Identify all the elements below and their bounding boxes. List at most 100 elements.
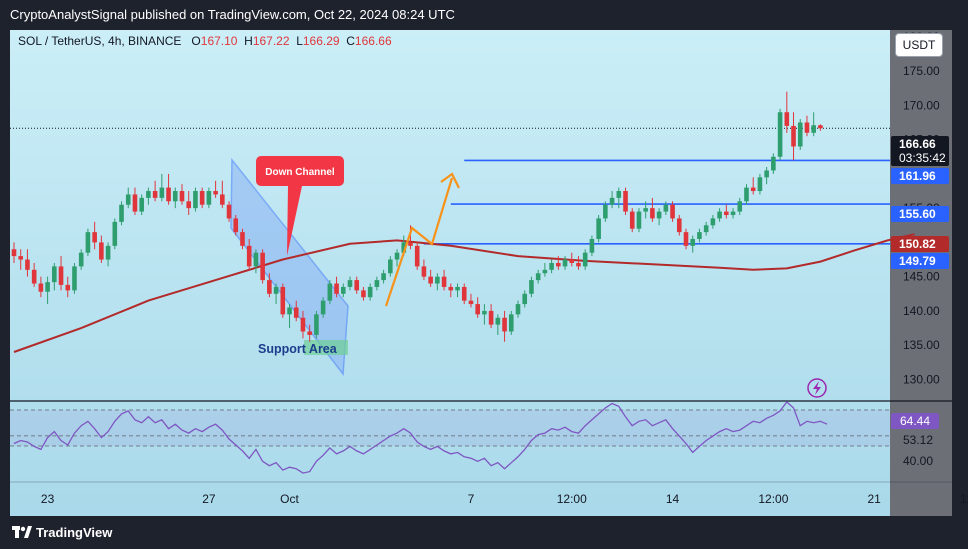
candle bbox=[603, 201, 608, 222]
candle bbox=[777, 108, 783, 161]
candle bbox=[240, 228, 245, 250]
candle-body bbox=[556, 262, 561, 267]
price-tag-current bbox=[891, 136, 949, 166]
candle bbox=[260, 249, 265, 284]
candle bbox=[307, 324, 312, 342]
candle-body bbox=[475, 304, 480, 315]
candle bbox=[797, 119, 803, 150]
time-tick-label: 12:00 bbox=[557, 492, 587, 506]
candle-body bbox=[172, 191, 178, 202]
high-value: 167.22 bbox=[252, 34, 290, 48]
candle-body bbox=[697, 232, 702, 239]
candle bbox=[139, 194, 144, 215]
candle-body bbox=[495, 317, 501, 325]
candle bbox=[535, 269, 541, 284]
candle bbox=[724, 204, 729, 219]
candle-body bbox=[159, 187, 165, 198]
candle-body bbox=[777, 112, 783, 157]
candle-body bbox=[105, 245, 111, 260]
moving-average-line bbox=[13, 233, 915, 353]
candle bbox=[72, 262, 77, 294]
currency-button[interactable]: USDT bbox=[895, 33, 943, 57]
candle-body bbox=[771, 156, 776, 171]
candle-body bbox=[193, 191, 198, 209]
candle-body bbox=[246, 245, 252, 267]
footer-bar: TradingView bbox=[0, 517, 968, 549]
candle bbox=[730, 208, 736, 219]
candle-body bbox=[676, 218, 682, 233]
alert-lightning-bolt bbox=[813, 381, 821, 395]
candle-body bbox=[818, 125, 823, 129]
candle bbox=[414, 242, 420, 270]
candle-body bbox=[448, 286, 454, 291]
candle-body bbox=[515, 304, 521, 315]
candle bbox=[703, 221, 709, 236]
candle-body bbox=[643, 208, 648, 212]
candle-body bbox=[31, 269, 37, 284]
candle bbox=[616, 187, 622, 209]
candle bbox=[92, 221, 97, 250]
price-tag-label-resistance: 161.96 bbox=[899, 169, 936, 183]
price-tag-label-support: 149.79 bbox=[899, 254, 936, 268]
candle-body bbox=[152, 191, 158, 198]
candle-body bbox=[488, 310, 494, 325]
candle-body bbox=[724, 211, 729, 215]
candle-body bbox=[589, 238, 595, 253]
down-channel-callout-pointer bbox=[287, 186, 302, 256]
candle-body bbox=[293, 307, 299, 318]
candle-body bbox=[811, 125, 816, 133]
candle-body bbox=[38, 283, 44, 292]
candle bbox=[354, 276, 360, 294]
candle-body bbox=[690, 238, 696, 246]
candle bbox=[253, 249, 259, 274]
price-tick-label: 140.00 bbox=[903, 304, 940, 318]
candle bbox=[193, 187, 198, 212]
candle bbox=[421, 259, 427, 281]
candle bbox=[388, 256, 393, 277]
time-tick-label: 14 bbox=[666, 492, 680, 506]
candle-body bbox=[394, 252, 400, 260]
candle bbox=[676, 215, 682, 236]
candle bbox=[381, 269, 386, 284]
candle-body bbox=[629, 211, 635, 229]
candle-body bbox=[535, 273, 541, 281]
down-channel-callout bbox=[256, 156, 344, 186]
candle-body bbox=[233, 218, 239, 233]
candle bbox=[347, 276, 353, 291]
candle bbox=[683, 228, 689, 250]
candle-body bbox=[45, 282, 50, 292]
candle-body bbox=[428, 276, 433, 284]
price-tag-label-middle: 155.60 bbox=[899, 207, 936, 221]
candle-body bbox=[435, 276, 440, 284]
rsi-band bbox=[10, 410, 890, 446]
candle-body bbox=[240, 232, 245, 246]
candle-body bbox=[529, 280, 534, 294]
price-tick-label: 175.00 bbox=[903, 64, 940, 78]
candle-body bbox=[52, 266, 57, 283]
price-tag-label-current: 166.66 bbox=[899, 137, 936, 151]
close-label: C bbox=[346, 34, 355, 48]
candle-body bbox=[58, 266, 64, 285]
candle bbox=[589, 235, 595, 257]
candle-body bbox=[596, 218, 601, 239]
open-label: O bbox=[191, 34, 201, 48]
candle-body bbox=[388, 259, 393, 274]
candle bbox=[428, 269, 433, 287]
candle bbox=[361, 286, 366, 301]
time-tick-label: 27 bbox=[202, 492, 216, 506]
candle-body bbox=[623, 191, 628, 212]
candle bbox=[213, 180, 218, 198]
candle bbox=[455, 283, 460, 298]
candle bbox=[273, 283, 279, 305]
candle bbox=[508, 310, 514, 335]
candle-body bbox=[549, 262, 554, 270]
candle bbox=[576, 256, 581, 270]
candle bbox=[744, 184, 749, 205]
candle-body bbox=[354, 280, 360, 291]
candle-body bbox=[455, 286, 460, 291]
candle bbox=[549, 259, 554, 274]
candle bbox=[448, 283, 454, 298]
candle-body bbox=[744, 187, 749, 202]
